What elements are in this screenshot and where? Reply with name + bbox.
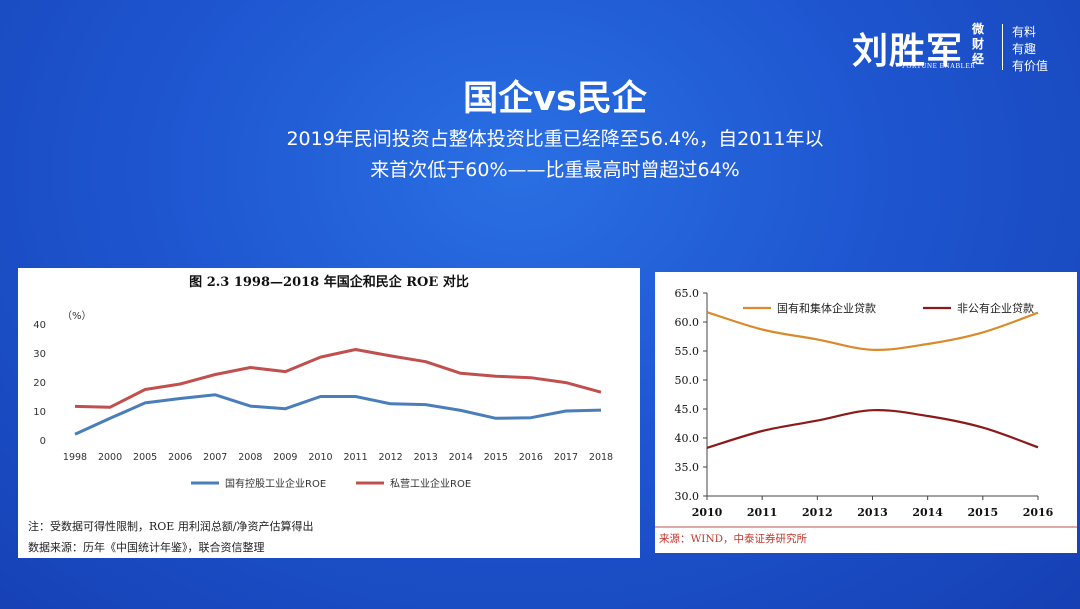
y-tick-label: 40.0 [675, 432, 700, 445]
y-tick-label: 55.0 [675, 345, 700, 358]
series-line-2 [74, 348, 602, 409]
series-line-1 [706, 311, 1039, 351]
x-tick-label: 2012 [379, 452, 403, 463]
x-tick-label: 2011 [747, 506, 778, 519]
subtitle-line-1: 2019年民间投资占整体投资比重已经降至56.4%，自2011年以 [286, 128, 824, 150]
x-tick-label: 2008 [238, 452, 262, 463]
y-tick-label: 65.0 [675, 287, 700, 300]
logo-name: 刘胜军 [852, 30, 964, 72]
series-line-2 [706, 409, 1039, 449]
legend-label-1: 国有控股工业企业ROE [225, 477, 326, 490]
y-tick-label: 20 [33, 378, 46, 389]
slide-title: 国企vs民企 [463, 79, 647, 119]
y-tick-label: 0 [40, 436, 46, 447]
logo-tagline: 有料 有趣 有价值 [1012, 24, 1048, 75]
x-tick-label: 2015 [968, 506, 999, 519]
roe-chart-panel: 图 2.3 1998—2018 年国企和民企 ROE 对比 （%） 0 10 20 30 4… [18, 268, 640, 558]
series-line-1 [74, 393, 602, 436]
x-tick-label: 1998 [63, 452, 87, 463]
subtitle-line-2: 来首次低于60%——比重最高时曾超过64% [370, 159, 740, 181]
x-tick-label: 2005 [133, 452, 157, 463]
y-tick-label: 35.0 [675, 461, 700, 474]
y-tick-label: 60.0 [675, 316, 700, 329]
y-tick-label: 50.0 [675, 374, 700, 387]
x-tick-label: 2016 [1023, 506, 1054, 519]
logo-tag-1: 有料 [1012, 25, 1037, 39]
legend-label-1: 国有和集体企业贷款 [777, 301, 876, 315]
x-tick-label: 2014 [449, 452, 473, 463]
y-tick-label: 10 [33, 407, 46, 418]
y-tick-label: 30.0 [675, 490, 700, 503]
chart-source-note: 数据来源：历年《中国统计年鉴》，联合资信整理 [28, 541, 265, 554]
slide-subtitle: 2019年民间投资占整体投资比重已经降至56.4%，自2011年以 来首次低于6… [230, 124, 880, 186]
x-tick-label: 2011 [343, 452, 367, 463]
y-tick-label: 40 [33, 320, 46, 331]
y-axis-unit: （%） [62, 310, 92, 322]
x-tick-label: 2009 [273, 452, 297, 463]
chart-title: 图 2.3 1998—2018 年国企和民企 ROE 对比 [189, 274, 469, 290]
chart-note: 注：受数据可得性限制，ROE 用利润总额/净资产估算得出 [28, 520, 314, 533]
x-tick-label: 2013 [414, 452, 438, 463]
loan-chart-panel: 30.0 35.0 40.0 45.0 50.0 55.0 60.0 65.0 2010 2011… [655, 272, 1077, 553]
roe-chart: 图 2.3 1998—2018 年国企和民企 ROE 对比 （%） 0 10 20 30 4… [33, 274, 613, 490]
logo-sub: 微财经 [972, 22, 985, 66]
x-tick-label: 2012 [802, 506, 833, 519]
x-tick-label: 2018 [589, 452, 613, 463]
loan-chart: 30.0 35.0 40.0 45.0 50.0 55.0 60.0 65.0 2010 2011… [655, 287, 1077, 545]
logo-divider [1002, 24, 1003, 70]
x-tick-label: 2014 [912, 506, 943, 519]
brand-logo: 刘胜军 微财经 FORTUNE ENABLER 有料 有趣 有价值 [852, 20, 1062, 76]
legend-label-2: 私营工业企业ROE [390, 477, 471, 490]
logo-english: FORTUNE ENABLER [902, 62, 976, 70]
y-tick-label: 30 [33, 349, 46, 360]
legend-label-2: 非公有企业贷款 [957, 301, 1034, 315]
x-tick-label: 2010 [692, 506, 723, 519]
x-tick-label: 2000 [98, 452, 122, 463]
x-tick-label: 2013 [857, 506, 888, 519]
x-tick-label: 2016 [519, 452, 543, 463]
x-tick-label: 2010 [308, 452, 332, 463]
y-tick-label: 45.0 [675, 403, 700, 416]
chart-source: 来源：WIND，中泰证券研究所 [659, 532, 808, 545]
x-tick-label: 2006 [168, 452, 192, 463]
x-tick-label: 2015 [484, 452, 508, 463]
x-tick-label: 2007 [203, 452, 227, 463]
logo-tag-2: 有趣 [1012, 42, 1037, 56]
logo-tag-3: 有价值 [1012, 59, 1049, 73]
x-tick-label: 2017 [554, 452, 578, 463]
